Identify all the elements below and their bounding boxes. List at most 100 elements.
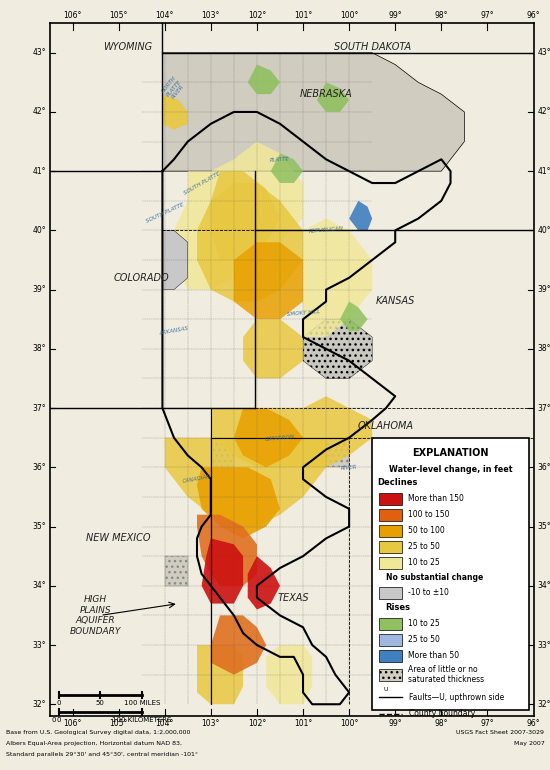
Text: 0: 0 [57,700,61,706]
Text: May 2007: May 2007 [514,741,544,745]
Polygon shape [248,556,280,610]
Text: ARKANSAS: ARKANSAS [159,326,189,336]
Text: 99°: 99° [388,719,402,728]
Text: 97°: 97° [481,11,494,20]
Polygon shape [234,243,303,320]
Text: 100°: 100° [340,11,358,20]
Text: Base from U.S. Geological Survey digital data, 1:2,000,000: Base from U.S. Geological Survey digital… [6,730,190,735]
Bar [379,541,402,553]
Text: HIGH
PLAINS
AQUIFER
BOUNDARY: HIGH PLAINS AQUIFER BOUNDARY [70,595,122,635]
Bar [379,493,402,504]
Text: 105°: 105° [109,719,128,728]
Text: 100 to 150: 100 to 150 [408,511,449,519]
Text: 100 KILOMETERS: 100 KILOMETERS [112,717,172,723]
Text: REPUBLICAN: REPUBLICAN [309,226,344,234]
Text: No substantial change: No substantial change [386,573,483,582]
Text: 98°: 98° [434,719,448,728]
Text: COLORADO: COLORADO [114,273,169,283]
Text: 104°: 104° [156,719,174,728]
Polygon shape [197,467,280,538]
Polygon shape [243,320,303,379]
Text: 106°: 106° [63,11,82,20]
Text: 101°: 101° [294,11,312,20]
Text: 101°: 101° [294,719,312,728]
Polygon shape [165,437,326,527]
Polygon shape [211,615,266,675]
Polygon shape [211,397,372,467]
Polygon shape [248,65,280,94]
Text: 35°: 35° [32,522,46,531]
Text: 97°: 97° [481,719,494,728]
Text: 40°: 40° [32,226,46,235]
Text: 33°: 33° [537,641,550,650]
Text: -10 to ±10: -10 to ±10 [408,588,449,598]
Text: Rises: Rises [385,603,410,612]
Polygon shape [234,408,303,467]
Polygon shape [340,302,367,331]
Text: KANSAS: KANSAS [376,296,415,306]
Bar [379,509,402,521]
Text: Faults—U, upthrown side: Faults—U, upthrown side [409,693,504,701]
Text: 43°: 43° [32,49,46,57]
Text: 99°: 99° [388,11,402,20]
Text: USGS Fact Sheet 2007-3029: USGS Fact Sheet 2007-3029 [456,730,544,735]
Polygon shape [349,201,372,230]
Text: Albers Equal-Area projection, Horizontal datum NAD 83,: Albers Equal-Area projection, Horizontal… [6,741,182,745]
Text: 34°: 34° [537,581,550,591]
Text: NEW MEXICO: NEW MEXICO [86,534,151,544]
Text: Declines: Declines [377,478,417,487]
Bar [379,668,402,681]
Text: 25 to 50: 25 to 50 [408,542,439,551]
Text: Area of little or no
saturated thickness: Area of little or no saturated thickness [408,665,484,685]
Text: 98°: 98° [434,11,448,20]
Polygon shape [211,437,234,467]
Text: 37°: 37° [32,403,46,413]
Text: 103°: 103° [202,719,220,728]
Text: 10 to 25: 10 to 25 [408,558,439,567]
Text: SOUTH DAKOTA: SOUTH DAKOTA [334,42,411,52]
Text: 34°: 34° [32,581,46,591]
Text: 36°: 36° [537,463,550,472]
Polygon shape [303,320,372,379]
Text: 32°: 32° [537,700,550,708]
Text: 96°: 96° [527,719,540,728]
Polygon shape [202,538,243,604]
Text: 41°: 41° [537,166,550,176]
Bar [372,437,529,710]
Polygon shape [165,556,188,586]
Text: NEBRASKA: NEBRASKA [300,89,353,99]
Polygon shape [326,437,349,467]
Bar [379,650,402,661]
Text: TEXAS: TEXAS [278,593,310,603]
Text: Water-level change, in feet: Water-level change, in feet [389,465,512,474]
Polygon shape [197,645,243,705]
Text: 42°: 42° [537,108,550,116]
Text: 36°: 36° [32,463,46,472]
Text: OKLAHOMA: OKLAHOMA [358,421,414,431]
Text: More than 50: More than 50 [408,651,459,660]
Text: NORTH
PLATTE
RIVER: NORTH PLATTE RIVER [161,75,187,102]
Text: EXPLANATION: EXPLANATION [412,448,489,458]
Text: 41°: 41° [32,166,46,176]
Text: 35°: 35° [537,522,550,531]
Text: 43°: 43° [537,49,550,57]
Polygon shape [162,94,188,129]
Polygon shape [271,153,303,183]
Polygon shape [317,82,349,112]
Text: 50: 50 [96,700,104,706]
Text: SOUTH PLATTE: SOUTH PLATTE [145,202,184,223]
Text: 37°: 37° [537,403,550,413]
Text: 25 to 50: 25 to 50 [408,635,439,644]
Polygon shape [162,230,188,290]
Text: 40°: 40° [537,226,550,235]
Polygon shape [197,514,257,586]
Polygon shape [303,219,372,337]
Text: RIVER: RIVER [340,464,358,470]
Text: 96°: 96° [527,11,540,20]
Text: More than 150: More than 150 [408,494,464,504]
Text: 0: 0 [52,717,56,723]
Text: Standard parallels 29°30' and 45°30', central meridian -101°: Standard parallels 29°30' and 45°30', ce… [6,752,197,756]
Text: 33°: 33° [32,641,46,650]
Text: SMOKY HILL: SMOKY HILL [286,310,320,317]
Text: SOUTH PLATTE: SOUTH PLATTE [183,170,221,196]
